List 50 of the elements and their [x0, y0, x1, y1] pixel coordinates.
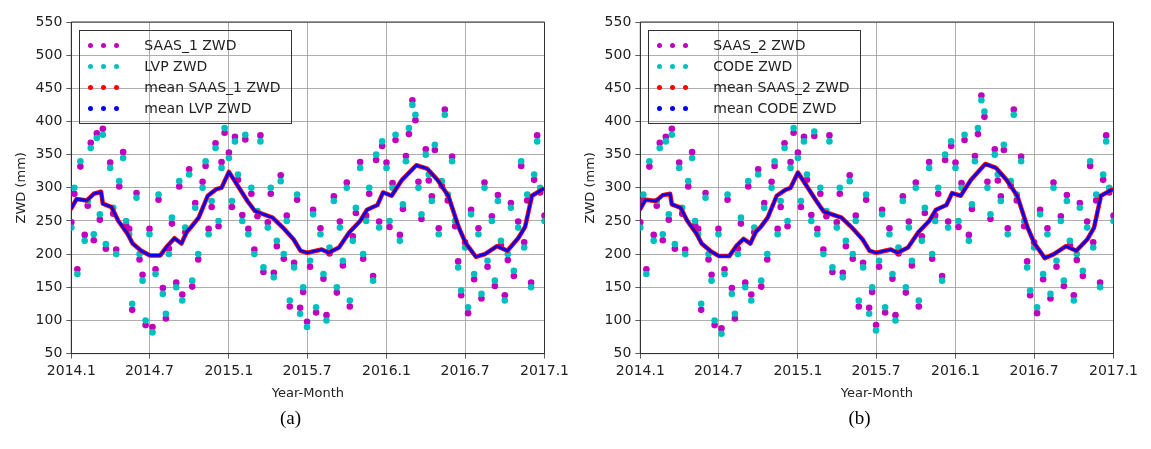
y-tick-label: 200 [604, 244, 632, 261]
y-tick-label: 350 [604, 145, 632, 162]
x-tick-label: 2016.7 [1009, 361, 1059, 378]
y-tick-label: 400 [604, 112, 632, 129]
y-tick-label: 550 [604, 12, 632, 29]
y-tick-label: 250 [604, 211, 632, 228]
legend-label: SAAS_1 ZWD [144, 36, 237, 55]
x-tick-label: 2015.7 [851, 361, 901, 378]
x-tick-label: 2014.7 [124, 361, 174, 378]
y-axis-title: ZWD (mm) [582, 152, 598, 224]
legend-label: mean CODE ZWD [713, 99, 837, 118]
x-tick-label: 2015.7 [282, 361, 332, 378]
y-tick-label: 150 [35, 277, 63, 294]
text: (b) [848, 407, 871, 429]
legend-label: mean LVP ZWD [144, 99, 252, 118]
y-tick-label: 300 [35, 178, 63, 195]
legend-label: mean SAAS_2 ZWD [713, 78, 850, 97]
y-tick-label: 250 [35, 211, 63, 228]
y-tick-label: 100 [604, 311, 632, 328]
y-tick-label: 200 [35, 244, 63, 261]
y-tick-label: 150 [604, 277, 632, 294]
x-tick-label: 2016.1 [361, 361, 411, 378]
y-tick-label: 50 [44, 344, 63, 361]
x-tick-label: 2017.1 [1089, 361, 1139, 378]
y-tick-label: 100 [35, 311, 63, 328]
x-tick-label: 2016.1 [930, 361, 980, 378]
x-tick-label: 2014.1 [615, 361, 665, 378]
x-tick-label: 2014.1 [46, 361, 96, 378]
y-tick-label: 50 [613, 344, 632, 361]
y-tick-label: 400 [35, 112, 63, 129]
legend-label: LVP ZWD [144, 57, 208, 76]
y-tick-label: 500 [35, 45, 63, 62]
y-tick-label: 350 [35, 145, 63, 162]
legend-label: SAAS_2 ZWD [713, 36, 806, 55]
x-tick-label: 2016.7 [440, 361, 490, 378]
y-axis-title: ZWD (mm) [13, 152, 29, 224]
x-axis-title: Year-Month [839, 384, 913, 400]
text: (a) [279, 407, 302, 429]
y-tick-label: 450 [35, 78, 63, 95]
legend-label: CODE ZWD [713, 57, 793, 76]
y-tick-label: 550 [35, 12, 63, 29]
x-tick-label: 2017.1 [520, 361, 570, 378]
legend-label: mean SAAS_1 ZWD [144, 78, 281, 97]
y-tick-label: 500 [604, 45, 632, 62]
x-axis-title: Year-Month [270, 384, 344, 400]
x-tick-label: 2015.1 [773, 361, 823, 378]
x-tick-label: 2014.7 [693, 361, 743, 378]
y-tick-label: 450 [604, 78, 632, 95]
y-tick-label: 300 [604, 178, 632, 195]
x-tick-label: 2015.1 [204, 361, 254, 378]
